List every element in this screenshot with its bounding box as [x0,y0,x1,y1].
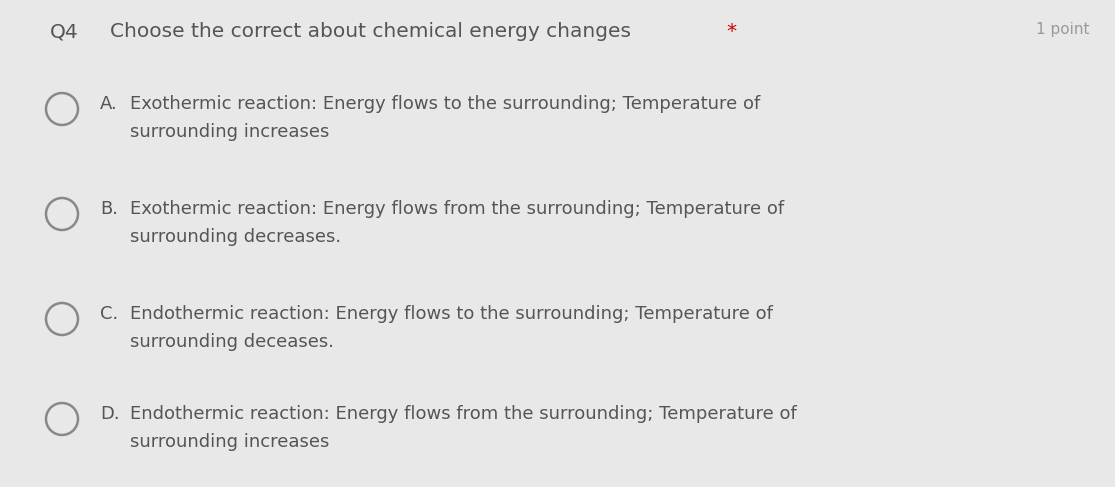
Text: Exothermic reaction: Energy flows from the surrounding; Temperature of: Exothermic reaction: Energy flows from t… [130,200,784,218]
Text: Endothermic reaction: Energy flows to the surrounding; Temperature of: Endothermic reaction: Energy flows to th… [130,305,773,323]
Text: Exothermic reaction: Energy flows to the surrounding; Temperature of: Exothermic reaction: Energy flows to the… [130,95,760,113]
Text: 1 point: 1 point [1037,22,1090,37]
Text: surrounding deceases.: surrounding deceases. [130,333,334,351]
Text: surrounding increases: surrounding increases [130,433,329,451]
Text: C.: C. [100,305,118,323]
Text: Endothermic reaction: Energy flows from the surrounding; Temperature of: Endothermic reaction: Energy flows from … [130,405,797,423]
Text: B.: B. [100,200,118,218]
Text: Choose the correct about chemical energy changes: Choose the correct about chemical energy… [110,22,638,41]
Text: *: * [726,22,736,41]
Text: surrounding increases: surrounding increases [130,123,329,141]
Text: A.: A. [100,95,118,113]
Text: Q4: Q4 [50,22,79,41]
Text: D.: D. [100,405,119,423]
Text: surrounding decreases.: surrounding decreases. [130,228,341,246]
